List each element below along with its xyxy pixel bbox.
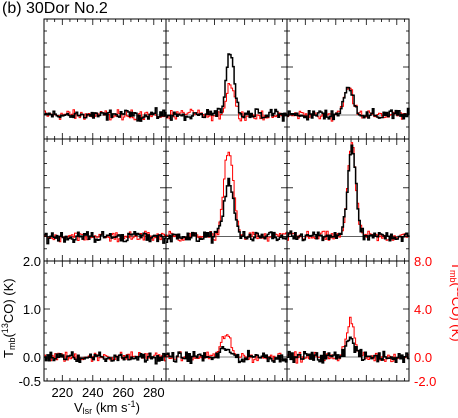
y-left-label-main: T [1, 350, 16, 358]
y-right-tick-label: 8.0 [414, 254, 432, 269]
x-axis-label-sup: -1 [128, 399, 136, 409]
y-right-tick-label: -2.0 [414, 374, 436, 389]
x-axis-label-main: V [74, 400, 83, 415]
series-13co-line [44, 230, 167, 245]
y-left-tick-label: 1.0 [23, 302, 41, 317]
series-13co-line [287, 336, 410, 364]
series-13co-line [287, 86, 410, 121]
axis-labels: 220 240 260 280 2.0 1.0 0.0 -0.5 8.0 4.0 0.0 -2.0 [19, 254, 437, 400]
spectrum-panel-0-0 [43, 18, 167, 140]
x-tick-label: 220 [51, 385, 73, 400]
series-13co-line [44, 107, 167, 122]
svg-text:Tmb(12CO) (K): Tmb(12CO) (K) [448, 262, 458, 342]
y-right-label-main: T [449, 262, 458, 270]
series-13co-line [166, 177, 288, 244]
series-13co-line [166, 53, 288, 122]
y-axis-left-label: Tmb(13CO) (K) [0, 278, 17, 358]
spectrum-panel-0-2 [286, 18, 410, 140]
panel-frame [286, 138, 410, 262]
x-axis-label-close: ) [136, 400, 140, 415]
spectrum-panel-0-1 [165, 18, 288, 140]
y-left-tick-label: 2.0 [23, 254, 41, 269]
svg-text:Vlsr (km s-1): Vlsr (km s-1) [74, 399, 140, 416]
spectrum-panel-1-0 [43, 138, 167, 262]
y-left-tick-label: 0.0 [23, 350, 41, 365]
series-13co-line [287, 144, 410, 242]
y-axis-right-label: Tmb(12CO) (K) [448, 262, 458, 342]
spectrum-panel-1-2 [286, 138, 410, 262]
panel-frame [286, 260, 410, 382]
x-tick-label: 280 [143, 385, 165, 400]
y-right-label-sub: mb [448, 270, 458, 283]
x-axis-label-unit: (km s [92, 400, 128, 415]
y-left-tick-label: -0.5 [19, 374, 41, 389]
x-tick-label: 240 [82, 385, 104, 400]
panel-frame [286, 18, 410, 140]
svg-text:Tmb(13CO) (K): Tmb(13CO) (K) [0, 278, 17, 358]
y-left-label-end: CO) (K) [1, 278, 16, 323]
series-13co-line [166, 346, 288, 365]
y-right-label-sup: 12 [455, 287, 458, 297]
y-left-label-sub: mb [7, 338, 17, 351]
y-right-tick-label: 4.0 [414, 302, 432, 317]
panel-frame [165, 260, 288, 382]
chart-title: (b) 30Dor No.2 [2, 0, 108, 17]
series-12co-line [44, 351, 167, 362]
panel-frame [43, 138, 167, 262]
y-right-label-end: CO) (K) [449, 297, 458, 342]
panel-frame [43, 260, 167, 382]
y-right-label-mid: ( [449, 282, 458, 287]
series-13co-line [44, 351, 167, 365]
spectrum-panel-2-0 [43, 260, 167, 382]
spectrum-panel-2-1 [165, 260, 288, 382]
spectrum-panel-1-1 [165, 138, 288, 262]
x-axis-label-sub: lsr [83, 406, 93, 416]
x-tick-label: 260 [112, 385, 134, 400]
y-left-label-sup: 13 [0, 323, 10, 333]
series-12co-line [166, 83, 288, 122]
spectrum-panel-2-2 [286, 260, 410, 382]
panel-grid [43, 18, 410, 382]
y-right-tick-label: 0.0 [414, 350, 432, 365]
panel-frame [43, 18, 167, 140]
y-left-label-mid: ( [1, 333, 16, 338]
x-axis-label: Vlsr (km s-1) [74, 399, 140, 416]
